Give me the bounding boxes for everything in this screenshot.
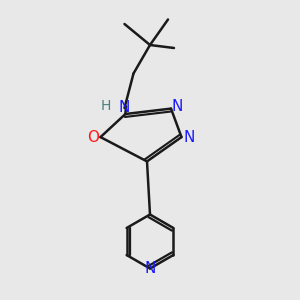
Text: N: N — [183, 130, 195, 145]
Text: H: H — [101, 100, 111, 113]
Text: N: N — [144, 261, 156, 276]
Text: N: N — [171, 99, 183, 114]
Text: O: O — [87, 130, 99, 145]
Text: N: N — [119, 100, 130, 116]
